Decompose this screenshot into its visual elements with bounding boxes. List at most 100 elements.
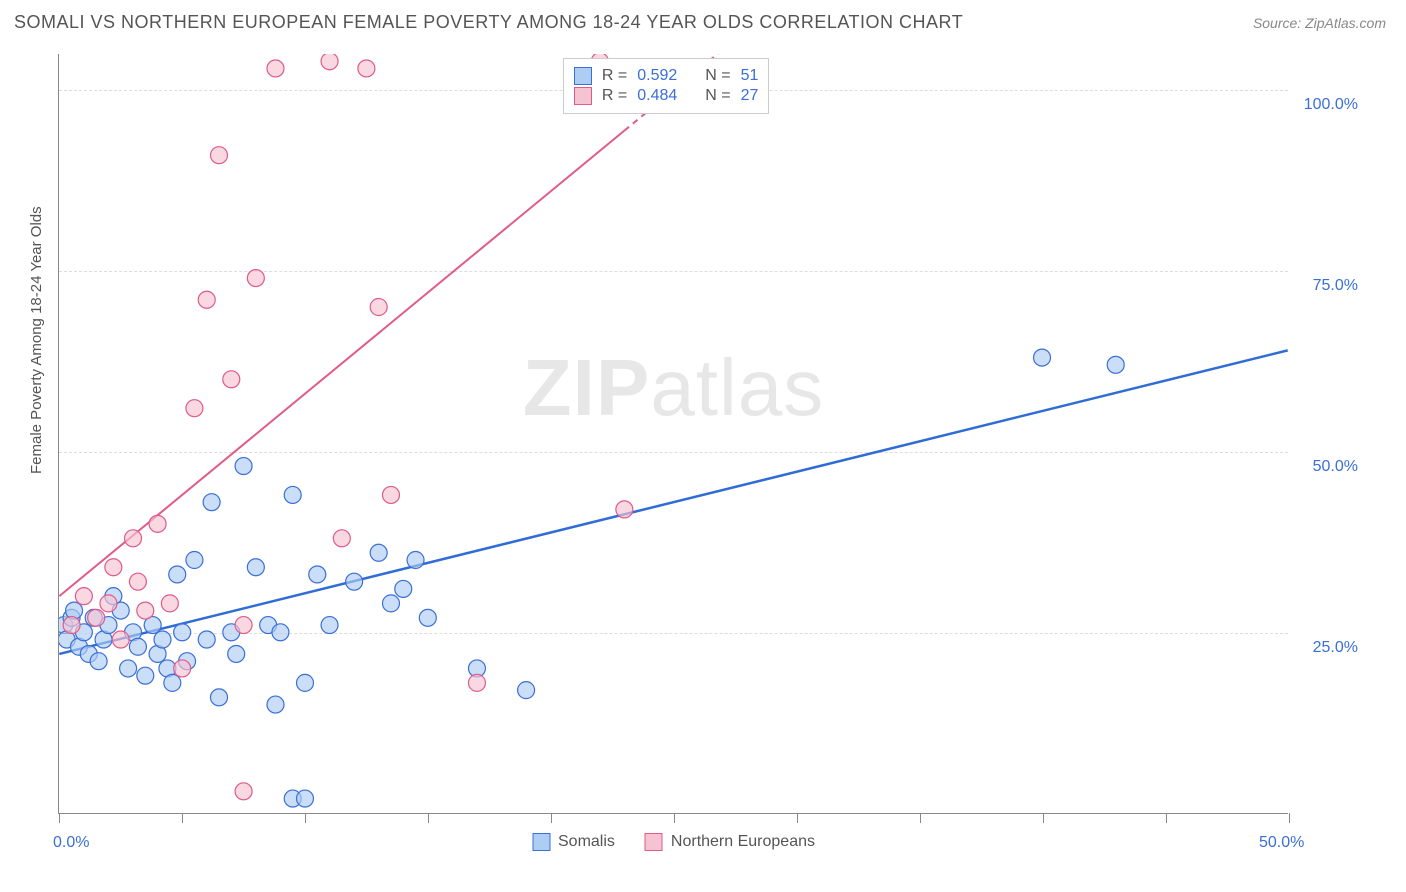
legend-r-value: 0.484 [637,87,677,105]
data-point [198,631,215,648]
legend-n-label: N = [705,87,730,105]
y-tick-label: 25.0% [1313,639,1358,657]
data-point [358,60,375,77]
data-point [235,617,252,634]
plot-area: ZIPatlas R = 0.592 N = 51 R = 0.484 N = … [58,54,1288,814]
x-tick [1166,813,1167,823]
data-point [120,660,137,677]
data-point [137,602,154,619]
data-point [223,371,240,388]
legend-swatch [574,87,592,105]
data-point [370,544,387,561]
x-tick [1289,813,1290,823]
x-tick [674,813,675,823]
data-point [267,60,284,77]
data-point [321,617,338,634]
data-point [203,494,220,511]
x-tick [428,813,429,823]
data-point [616,501,633,518]
data-point [333,530,350,547]
x-tick-label: 0.0% [53,834,89,852]
y-tick-label: 100.0% [1304,96,1358,114]
legend-n-label: N = [705,67,730,85]
data-point [518,682,535,699]
data-point [346,573,363,590]
data-point [468,674,485,691]
y-tick-label: 75.0% [1313,277,1358,295]
x-tick [797,813,798,823]
data-point [296,674,313,691]
data-point [161,595,178,612]
legend-swatch [645,833,663,851]
data-point [407,552,424,569]
data-point [186,552,203,569]
y-tick-label: 50.0% [1313,458,1358,476]
data-point [164,674,181,691]
data-point [235,783,252,800]
data-point [198,291,215,308]
data-point [90,653,107,670]
source-attribution: Source: ZipAtlas.com [1253,15,1386,31]
data-point [309,566,326,583]
data-point [419,609,436,626]
x-tick-label: 50.0% [1259,834,1304,852]
series-legend-item: Somalis [532,833,615,851]
series-legend-item: Northern Europeans [645,833,815,851]
x-tick [182,813,183,823]
data-point [228,645,245,662]
data-point [125,530,142,547]
data-point [129,638,146,655]
data-point [174,660,191,677]
chart-title: SOMALI VS NORTHERN EUROPEAN FEMALE POVER… [14,12,963,33]
x-tick [551,813,552,823]
data-point [137,667,154,684]
x-tick [1043,813,1044,823]
chart-container: Female Poverty Among 18-24 Year Olds ZIP… [0,44,1406,892]
data-point [1107,356,1124,373]
data-point [112,631,129,648]
data-point [1034,349,1051,366]
legend-r-label: R = [602,87,627,105]
data-point [186,400,203,417]
data-point [284,486,301,503]
data-point [75,588,92,605]
chart-svg [59,54,1288,813]
data-point [211,689,228,706]
data-point [267,696,284,713]
x-tick [305,813,306,823]
data-point [100,595,117,612]
data-point [105,559,122,576]
legend-r-value: 0.592 [637,67,677,85]
legend-row: R = 0.592 N = 51 [574,67,759,85]
data-point [382,486,399,503]
correlation-legend: R = 0.592 N = 51 R = 0.484 N = 27 [563,58,770,114]
y-axis-label: Female Poverty Among 18-24 Year Olds [28,206,45,474]
x-tick [59,813,60,823]
legend-n-value: 51 [741,67,759,85]
legend-row: R = 0.484 N = 27 [574,87,759,105]
data-point [129,573,146,590]
data-point [211,147,228,164]
data-point [88,609,105,626]
data-point [296,790,313,807]
legend-swatch [532,833,550,851]
data-point [272,624,289,641]
data-point [149,515,166,532]
legend-swatch [574,67,592,85]
legend-r-label: R = [602,67,627,85]
series-legend: Somalis Northern Europeans [532,833,815,851]
data-point [174,624,191,641]
series-name: Somalis [558,833,615,851]
data-point [395,580,412,597]
data-point [382,595,399,612]
legend-n-value: 27 [741,87,759,105]
series-name: Northern Europeans [671,833,815,851]
data-point [235,458,252,475]
data-point [370,299,387,316]
data-point [321,54,338,70]
data-point [247,270,264,287]
data-point [247,559,264,576]
data-point [63,617,80,634]
data-point [169,566,186,583]
data-point [154,631,171,648]
